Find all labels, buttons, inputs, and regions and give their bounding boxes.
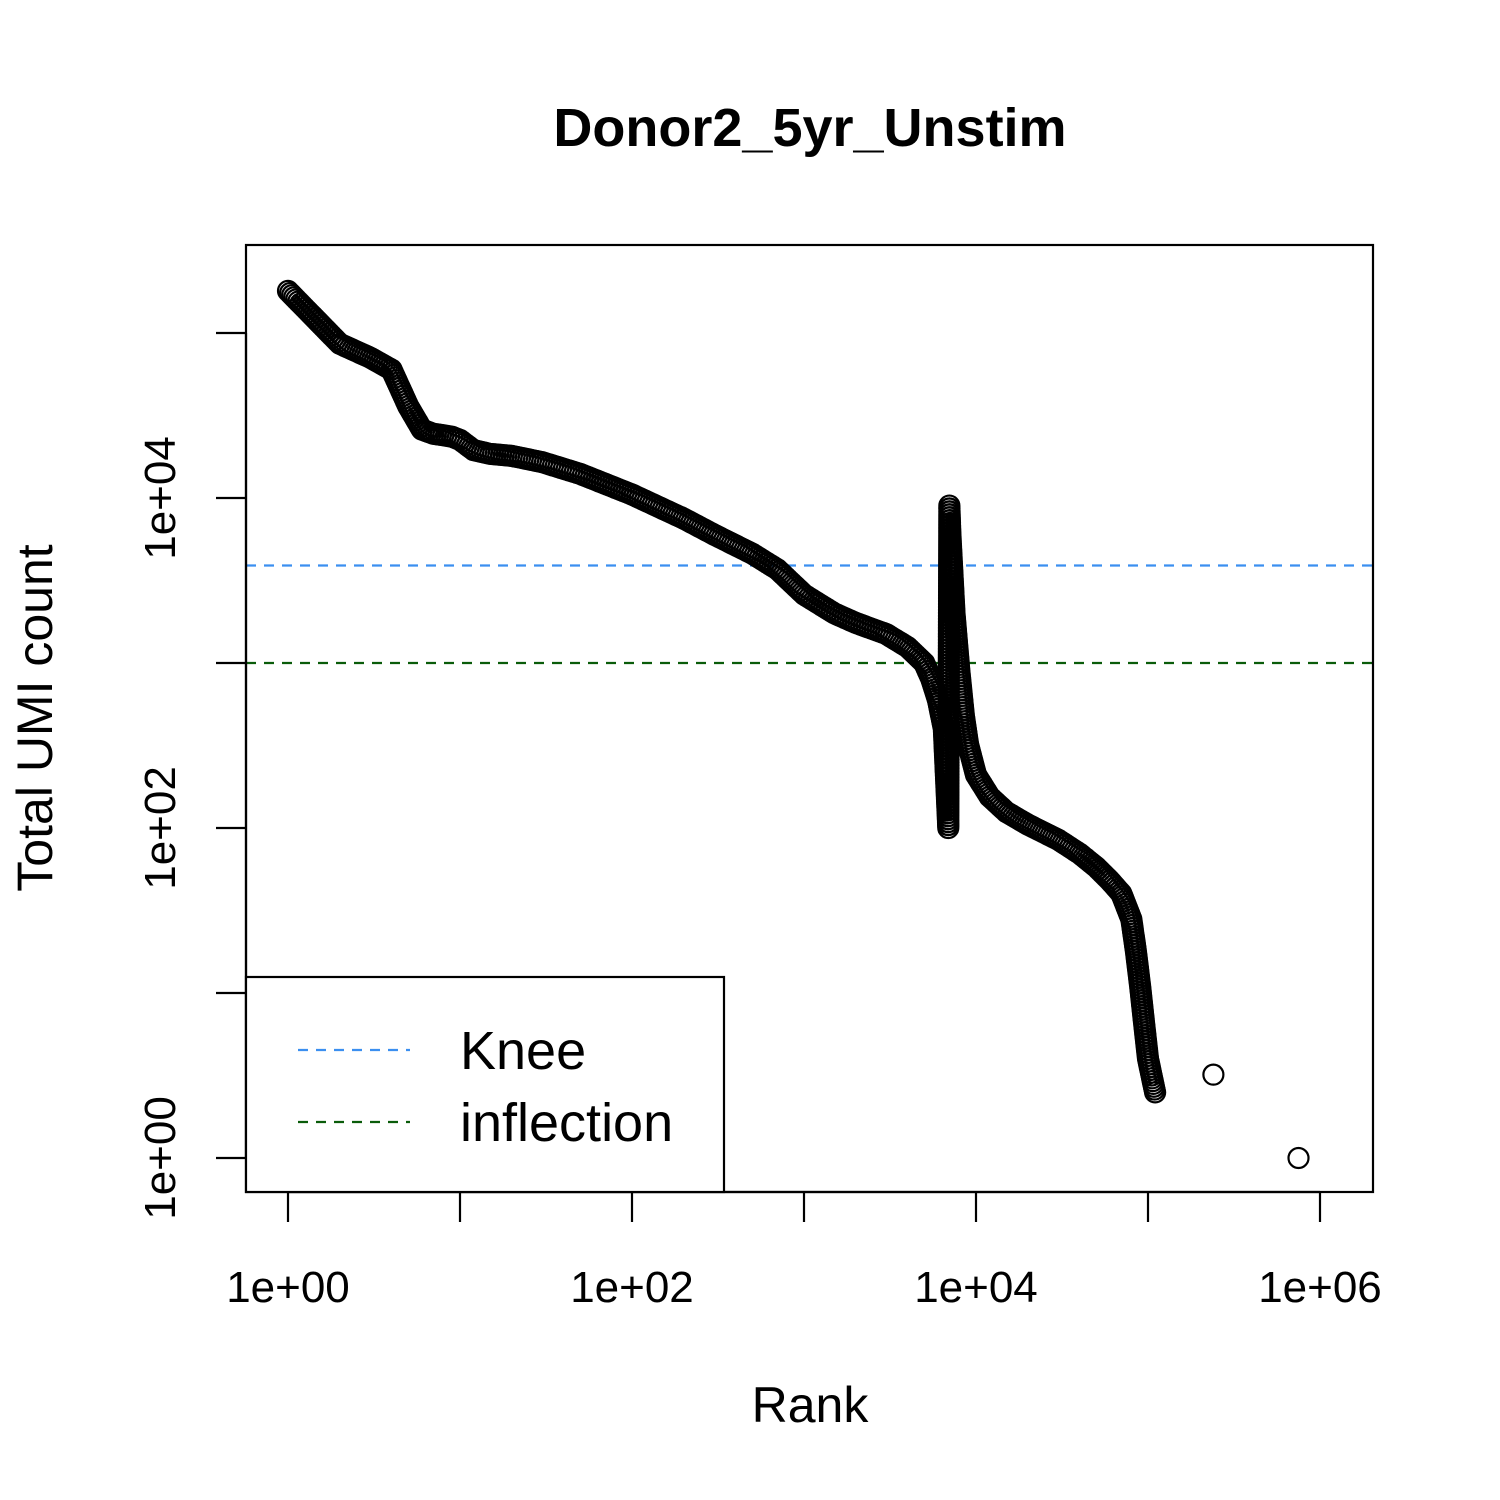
legend-box: [244, 975, 726, 1194]
y-tick-label: 1e+00: [136, 1096, 185, 1220]
legend: Knee inflection: [244, 975, 726, 1194]
data-point: [1089, 859, 1112, 883]
x-axis: 1e+00 1e+02 1e+04 1e+06: [226, 1190, 1382, 1312]
data-point: [984, 791, 1007, 814]
x-tick-label: 1e+06: [1258, 1263, 1382, 1312]
x-tick-label: 1e+02: [570, 1263, 694, 1312]
data-point: [1143, 1078, 1166, 1101]
plot-area: [246, 279, 1373, 1170]
data-point: [1287, 1146, 1310, 1170]
data-point: [318, 322, 341, 345]
legend-label-inflection: inflection: [460, 1093, 673, 1153]
chart-title: Donor2_5yr_Unstim: [553, 98, 1066, 158]
legend-label-knee: Knee: [460, 1021, 586, 1081]
y-tick-label: 1e+02: [136, 766, 185, 890]
data-point: [902, 641, 925, 665]
x-tick-label: 1e+00: [226, 1263, 350, 1312]
y-axis-label: Total UMI count: [7, 544, 63, 891]
y-axis: 1e+00 1e+02 1e+04: [136, 331, 248, 1220]
x-axis-label: Rank: [752, 1377, 870, 1433]
y-tick-label: 1e+04: [136, 436, 185, 560]
x-tick-label: 1e+04: [914, 1263, 1038, 1312]
data-point: [1202, 1063, 1225, 1086]
data-point: [782, 573, 805, 596]
